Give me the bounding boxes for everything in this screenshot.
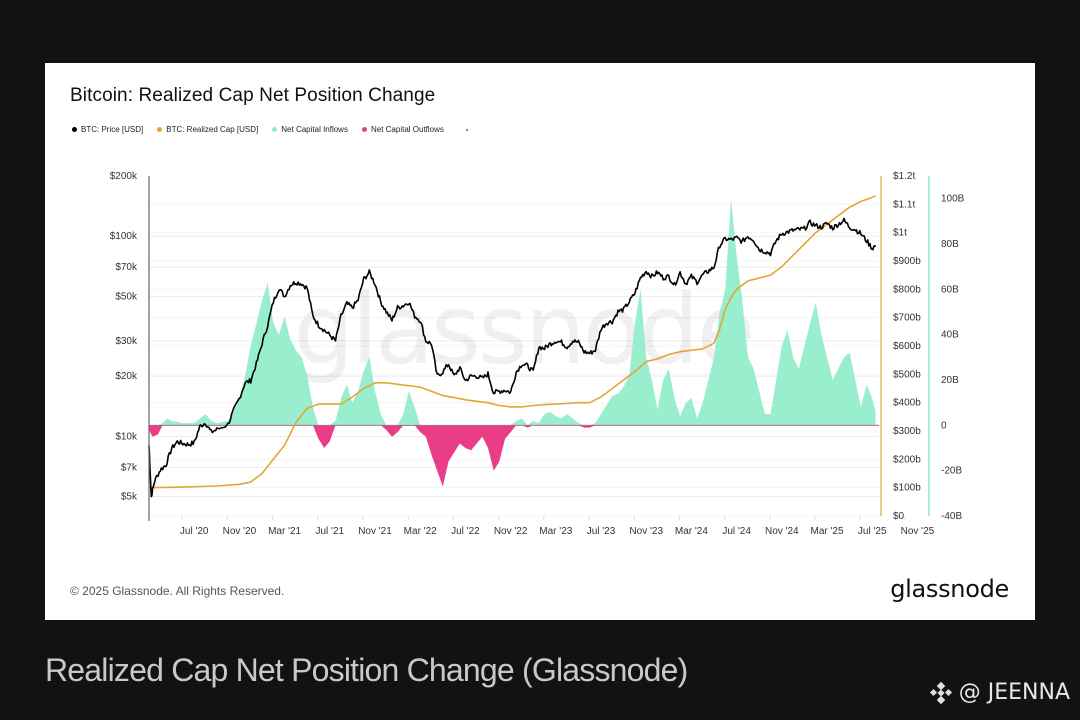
copyright-text: © 2025 Glassnode. All Rights Reserved. [70, 584, 285, 598]
x-tick-label: Nov '24 [765, 526, 799, 537]
x-tick-label: Nov '20 [223, 526, 257, 537]
legend-item-inflows[interactable]: Net Capital Inflows [272, 125, 348, 134]
net-capital-inflows-area [149, 198, 876, 426]
x-tick-label: Nov '21 [358, 526, 392, 537]
x-tick-label: Nov '22 [494, 526, 528, 537]
y-right2-tick-label: 60B [941, 284, 959, 295]
legend-label: Net Capital Outflows [370, 125, 444, 134]
x-tick-label: Mar '24 [675, 526, 708, 537]
legend-realized-cap-dot-icon [157, 127, 163, 132]
x-tick-label: Jul '25 [858, 526, 887, 537]
legend-outflows-dot-icon [361, 127, 367, 132]
y-right1-tick-label: $100b [893, 483, 921, 494]
x-tick-label: Nov '25 [901, 526, 935, 537]
x-tick-label: Jul '22 [451, 526, 480, 537]
y-left-tick-label: $70k [115, 262, 138, 273]
x-axis-ticks: Jul '20 Nov '20 Mar '21 Jul '21 Nov '21 Mar '… [180, 516, 935, 537]
axes [148, 176, 930, 521]
y-right1-tick-label: $600b [893, 341, 921, 352]
glassnode-watermark: glassnode [293, 274, 752, 386]
net-flows-area [149, 198, 876, 487]
btc-price-series [148, 217, 877, 498]
watermark-label: @ JEENNA [958, 680, 1070, 705]
realized-cap-line [148, 195, 876, 489]
y-axis-left-ticks: $200k $100k $70k $50k $30k $20k $10k $7k $5k [110, 171, 138, 503]
chart-card: Bitcoin: Realized Cap Net Position Chang… [45, 63, 1035, 620]
y-right2-tick-label: -40B [941, 511, 962, 522]
y-right1-tick-label: $1t [893, 228, 907, 239]
y-left-tick-label: $100k [110, 231, 138, 242]
legend-item-outflows[interactable]: Net Capital Outflows [361, 125, 444, 134]
x-tick-label: Mar '23 [539, 526, 572, 537]
y-left-tick-label: $50k [115, 291, 138, 302]
y-right1-tick-label: $500b [893, 369, 921, 380]
y-right2-tick-label: 40B [941, 330, 959, 341]
y-right1-tick-label: $1.1t [893, 199, 915, 210]
glassnode-logo[interactable]: glassnode [890, 575, 1009, 603]
y-right1-tick-label: $800b [893, 284, 921, 295]
y-right1-tick-label: $300b [893, 426, 921, 437]
y-right1-tick-label: $900b [893, 256, 921, 267]
x-tick-label: Jul '20 [180, 526, 209, 537]
legend-label: BTC: Price [USD] [81, 125, 144, 134]
x-tick-label: Jul '24 [722, 526, 751, 537]
price-line [148, 217, 877, 498]
x-tick-label: Mar '25 [810, 526, 843, 537]
y-left-tick-label: $30k [115, 336, 138, 347]
y-right2-tick-label: -20B [941, 466, 962, 477]
y-right1-tick-label: $700b [893, 313, 921, 324]
y-right2-tick-label: 0 [941, 420, 947, 431]
legend-price-dot-icon [72, 127, 77, 132]
author-watermark: @ JEENNA [929, 680, 1070, 705]
y-axis-right1-ticks: $1.2t $1.1t $1t $900b $800b $700b $600b $500b $4… [893, 171, 921, 522]
x-tick-label: Jul '23 [587, 526, 616, 537]
binance-logo-icon [929, 681, 952, 704]
y-left-tick-label: $10k [115, 431, 138, 442]
image-caption: Realized Cap Net Position Change (Glassn… [45, 652, 688, 688]
legend-item-price[interactable]: BTC: Price [USD] [72, 125, 143, 134]
y-right1-tick-label: $200b [893, 454, 921, 465]
x-tick-label: Mar '22 [404, 526, 437, 537]
y-left-tick-label: $200k [110, 171, 138, 182]
y-right2-tick-label: 20B [941, 375, 959, 386]
legend-more-icon[interactable] [465, 128, 468, 131]
y-left-tick-label: $7k [121, 462, 138, 473]
realized-cap-series [148, 195, 876, 489]
y-left-tick-label: $20k [115, 371, 138, 382]
x-tick-label: Nov '23 [629, 526, 663, 537]
x-tick-label: Jul '21 [316, 526, 345, 537]
chart-title: Bitcoin: Realized Cap Net Position Chang… [70, 85, 436, 106]
y-axis-right2-ticks: 100B 80B 60B 40B 20B 0 -20B -40B [941, 194, 965, 522]
y-left-tick-label: $5k [121, 492, 138, 503]
chart-legend: BTC: Price [USD] BTC: Realized Cap [USD]… [72, 125, 468, 134]
legend-inflows-dot-icon [272, 127, 278, 132]
legend-label: Net Capital Inflows [281, 125, 348, 134]
chart-plot: glassnode $200k $100k $70k $50k $30k $20k $10k… [110, 171, 965, 537]
y-right2-tick-label: 100B [941, 194, 965, 205]
legend-item-realized-cap[interactable]: BTC: Realized Cap [USD] [157, 125, 258, 134]
legend-label: BTC: Realized Cap [USD] [166, 125, 259, 134]
x-tick-label: Mar '21 [268, 526, 301, 537]
y-right2-tick-label: 80B [941, 239, 959, 250]
y-right1-tick-label: $1.2t [893, 171, 915, 182]
y-right1-tick-label: $400b [893, 398, 921, 409]
y-right1-tick-label: $0 [893, 511, 905, 522]
